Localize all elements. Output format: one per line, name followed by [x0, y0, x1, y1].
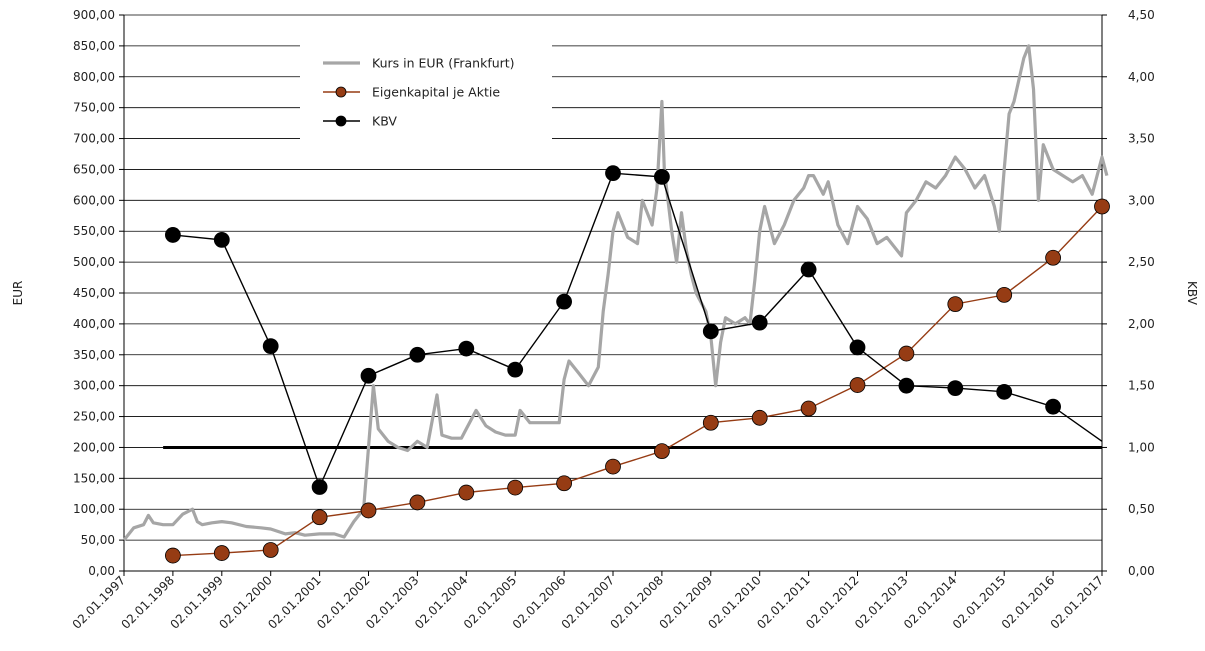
data-point [654, 443, 670, 460]
y-right-tick-label: 2,50 [1128, 255, 1155, 269]
data-point [262, 338, 279, 355]
series-2 [164, 198, 1110, 564]
series-layer [122, 44, 1110, 564]
y-left-tick-label: 0,00 [88, 564, 115, 578]
data-point [164, 547, 181, 564]
y-left-tick-label: 350,00 [73, 348, 115, 362]
data-point [947, 296, 964, 313]
y-left-tick-label: 800,00 [73, 70, 115, 84]
y-left-tick-label: 250,00 [73, 410, 115, 424]
data-point [751, 314, 768, 331]
data-point [898, 377, 915, 394]
data-point [1045, 249, 1061, 266]
data-point [458, 484, 475, 501]
y-left-axis-title: EUR [11, 281, 25, 306]
y-left-tick-label: 200,00 [73, 440, 115, 454]
series-line-3 [172, 172, 1103, 489]
data-point [262, 542, 279, 558]
data-point [849, 339, 866, 356]
data-point [800, 400, 817, 417]
data-point [751, 409, 768, 426]
legend-item-3: KBV [323, 114, 397, 129]
data-point [800, 261, 817, 278]
data-point [213, 545, 230, 561]
y-left-tick-label: 150,00 [73, 471, 115, 485]
y-right-tick-label: 3,00 [1128, 193, 1155, 207]
data-point [702, 414, 719, 431]
y-left-tick-label: 700,00 [73, 132, 115, 146]
y-right-tick-label: 4,50 [1128, 8, 1155, 22]
data-point [898, 345, 915, 362]
data-point [213, 231, 230, 248]
data-point [360, 502, 377, 519]
data-point [556, 475, 572, 492]
legend-item-2: Eigenkapital je Aktie [323, 85, 500, 100]
data-point [849, 377, 866, 393]
data-point [311, 509, 328, 526]
y-left-tick-label: 750,00 [73, 101, 115, 115]
y-right-tick-label: 0,00 [1128, 564, 1155, 578]
series-line-2 [172, 206, 1103, 557]
y-left-tick-label: 600,00 [73, 193, 115, 207]
legend-label: Kurs in EUR (Frankfurt) [372, 56, 515, 71]
series-line-kurs [122, 44, 1109, 542]
x-tick-label: 02.01.2017 [1048, 573, 1106, 631]
legend-label: KBV [372, 114, 397, 129]
data-point [1094, 198, 1110, 215]
legend: Kurs in EUR (Frankfurt) Eigenkapital je A… [323, 56, 515, 129]
data-point [996, 383, 1013, 400]
y-left-ticks: 0,00 50,00 100,00 150,00 200,00 250,00 300,00 3… [73, 8, 124, 578]
y-left-tick-label: 50,00 [81, 533, 115, 547]
data-point [164, 227, 181, 243]
data-point [507, 361, 524, 378]
data-point [458, 340, 475, 357]
x-ticks: 02.01.199702.01.199802.01.199902.01.2000… [70, 571, 1106, 632]
y-left-tick-label: 850,00 [73, 39, 115, 53]
data-point [605, 165, 621, 182]
y-right-tick-label: 2,00 [1128, 317, 1155, 331]
legend-label: Eigenkapital je Aktie [372, 85, 500, 100]
data-point [947, 380, 964, 397]
y-right-tick-label: 1,00 [1128, 440, 1155, 454]
legend-swatch-marker [335, 115, 347, 127]
data-point [996, 286, 1013, 303]
y-left-tick-label: 550,00 [73, 224, 115, 238]
y-right-tick-label: 1,50 [1128, 379, 1155, 393]
y-left-tick-label: 300,00 [73, 379, 115, 393]
y-left-tick-label: 650,00 [73, 162, 115, 176]
data-point [654, 168, 670, 185]
data-point [507, 479, 524, 496]
y-left-tick-label: 100,00 [73, 502, 115, 516]
series-1 [122, 44, 1109, 542]
y-right-tick-label: 4,00 [1128, 70, 1155, 84]
data-point [311, 479, 328, 495]
data-point [409, 494, 426, 511]
y-left-tick-label: 450,00 [73, 286, 115, 300]
y-right-tick-label: 3,50 [1128, 132, 1155, 146]
data-point [1045, 398, 1061, 415]
y-left-tick-label: 400,00 [73, 317, 115, 331]
y-right-axis-title: KBV [1185, 281, 1199, 306]
series-3 [164, 165, 1103, 495]
data-point [556, 293, 572, 310]
y-left-tick-label: 900,00 [73, 8, 115, 22]
y-left-tick-label: 500,00 [73, 255, 115, 269]
legend-swatch-marker [335, 86, 347, 98]
data-point [605, 458, 621, 475]
data-point [360, 367, 377, 384]
y-right-ticks: 0,00 0,50 1,00 1,50 2,00 2,50 3,00 3,50 4,00 4,50 [1102, 8, 1155, 578]
y-right-tick-label: 0,50 [1128, 502, 1155, 516]
data-point [702, 323, 719, 340]
data-point [409, 346, 426, 363]
legend-item-1: Kurs in EUR (Frankfurt) [323, 56, 515, 71]
